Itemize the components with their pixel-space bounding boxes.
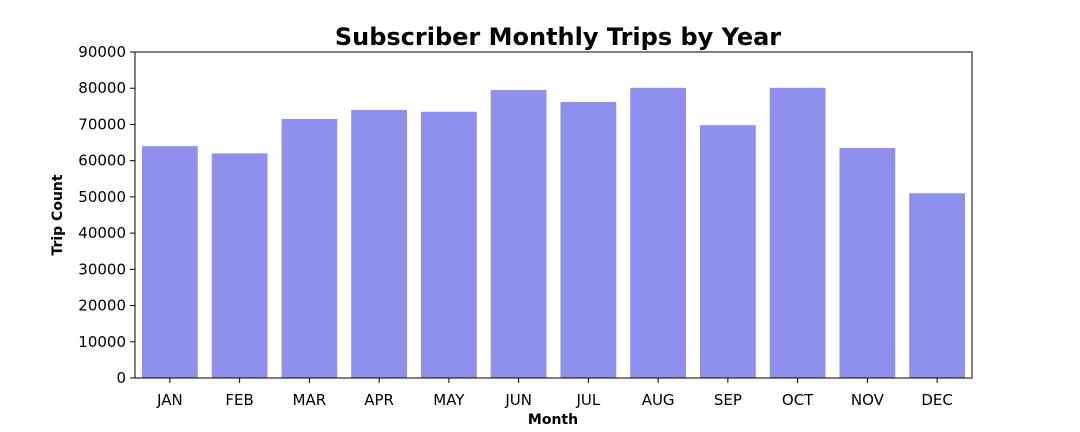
bar-nov bbox=[839, 147, 896, 378]
bar-apr bbox=[351, 109, 408, 378]
chart-title: Subscriber Monthly Trips by Year bbox=[335, 23, 781, 51]
x-tick-label: DEC bbox=[921, 391, 953, 409]
y-tick-label: 80000 bbox=[78, 79, 126, 97]
y-tick-label: 70000 bbox=[78, 115, 126, 133]
y-tick-label: 90000 bbox=[78, 43, 126, 61]
bars-group bbox=[141, 87, 966, 379]
y-axis-ticks: 0 10000 20000 30000 40000 50000 60000 70000 8000… bbox=[78, 43, 135, 387]
bar-jan bbox=[141, 146, 198, 378]
x-axis-ticks: JAN FEB MAR APR MAY JUN JUL AUG SEP OCT NOV DEC bbox=[156, 378, 953, 409]
bar-oct bbox=[769, 87, 826, 379]
y-tick-label: 40000 bbox=[78, 224, 126, 242]
bar-jul bbox=[560, 101, 617, 378]
y-tick-label: 10000 bbox=[78, 333, 126, 351]
bar-may bbox=[420, 111, 477, 379]
plot-frame bbox=[134, 51, 973, 379]
x-tick-label: APR bbox=[364, 391, 394, 409]
x-tick-label: FEB bbox=[225, 391, 253, 409]
bar-aug bbox=[630, 87, 687, 379]
bar-dec bbox=[909, 193, 966, 378]
x-tick-label: AUG bbox=[642, 391, 675, 409]
x-tick-label: JAN bbox=[156, 391, 183, 409]
x-tick-label: NOV bbox=[851, 391, 885, 409]
x-tick-label: OCT bbox=[782, 391, 814, 409]
bar-mar bbox=[281, 119, 338, 378]
x-axis-label: Month bbox=[528, 412, 578, 428]
x-tick-label: JUN bbox=[504, 391, 532, 409]
x-tick-label: MAR bbox=[293, 391, 327, 409]
y-tick-label: 50000 bbox=[78, 188, 126, 206]
y-tick-label: 20000 bbox=[78, 297, 126, 315]
y-tick-label: 30000 bbox=[78, 260, 126, 278]
y-axis-label: Trip Count bbox=[50, 174, 66, 255]
y-tick-label: 0 bbox=[116, 369, 126, 387]
x-tick-label: MAY bbox=[433, 391, 465, 409]
y-tick-label: 60000 bbox=[78, 152, 126, 170]
bar-jun bbox=[490, 90, 547, 379]
x-tick-label: SEP bbox=[714, 391, 742, 409]
bar-sep bbox=[699, 125, 756, 379]
x-tick-label: JUL bbox=[575, 391, 600, 409]
bar-feb bbox=[211, 153, 268, 378]
